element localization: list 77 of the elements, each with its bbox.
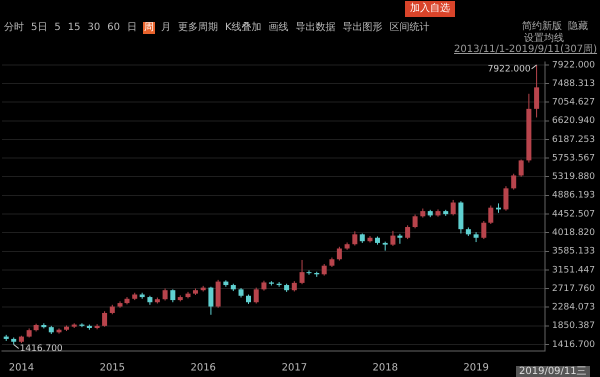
candlestick [147, 295, 152, 306]
text: 5 [53, 22, 62, 34]
candlestick [534, 64, 540, 118]
text: 分时 [3, 22, 25, 34]
candlestick [238, 288, 244, 298]
candlestick [488, 205, 494, 225]
text: 导出图形 [342, 22, 384, 34]
text: 更多周期 [176, 22, 219, 34]
text: 15 [66, 22, 82, 34]
x-tick-label: 2014 [8, 362, 34, 374]
candlestick [246, 294, 252, 304]
candlestick [300, 259, 305, 285]
y-tick-label: 7054.627 [552, 98, 596, 108]
y-tick-label: 1416.700 [552, 340, 596, 350]
candlestick [26, 328, 32, 338]
candlestick [511, 173, 516, 190]
candlestick [518, 159, 524, 178]
candlestick [254, 287, 259, 304]
annotation: 7922.000 [488, 64, 531, 74]
y-tick-label: 2717.760 [552, 284, 596, 294]
text: 2013/11/1-2019/9/11(307周) [454, 44, 598, 56]
text: 简约新版 [522, 21, 562, 32]
text: 周 [142, 22, 155, 34]
x-tick-label: 2016 [190, 362, 216, 374]
annotation: 1416.700 [20, 344, 63, 354]
x-tick-label: 2019 [463, 362, 489, 374]
x-tick-label: 2018 [372, 362, 398, 374]
candlestick [450, 199, 456, 216]
text: 加入自选 [405, 1, 455, 17]
text: 导出数据 [294, 22, 337, 34]
candlestick [322, 263, 327, 276]
candlestick [208, 286, 214, 316]
candlestick [420, 208, 426, 218]
y-tick-label: 4018.820 [552, 228, 596, 238]
candlestick [110, 304, 115, 315]
text: 区间统计 [388, 22, 431, 34]
text: 日 [126, 22, 138, 34]
y-tick-label: 5753.567 [552, 153, 596, 164]
candlestick [170, 288, 176, 303]
candlestick [405, 224, 410, 240]
candlestick [336, 246, 342, 262]
candlestick [102, 310, 108, 328]
candlestick [390, 230, 396, 246]
candlestick [474, 232, 479, 243]
candlestick [481, 220, 486, 240]
x-tick-label: 2017 [282, 362, 308, 374]
candlestick [412, 214, 418, 229]
text: 画线 [268, 22, 290, 34]
y-tick-label: 6187.253 [552, 134, 596, 145]
text: 30 [86, 22, 102, 34]
candlestick [397, 233, 402, 244]
y-tick-label: 5319.880 [552, 172, 596, 182]
y-tick-label: 4452.507 [552, 209, 596, 220]
y-tick-label: 2284.073 [552, 302, 596, 313]
candlestick [162, 288, 168, 302]
candlestick [503, 186, 508, 212]
candlestick [261, 280, 266, 292]
candlestick [352, 230, 358, 246]
y-tick-label: 7488.313 [552, 78, 596, 89]
text: 5日 [30, 22, 48, 34]
text: 设置均线 [524, 33, 564, 44]
text: 2019/09/11三 [516, 366, 590, 377]
x-tick-label: 2015 [100, 362, 126, 374]
candlestick [329, 257, 334, 268]
text: 60 [106, 22, 121, 34]
y-tick-label: 7922.000 [552, 60, 596, 70]
candlestick [292, 280, 297, 292]
y-tick-label: 4886.193 [552, 190, 596, 201]
candlestick [360, 232, 365, 244]
y-tick-label: 1850.387 [552, 321, 596, 332]
candlestick [496, 202, 501, 214]
y-tick-label: 3151.447 [552, 265, 596, 276]
y-tick-label: 3585.133 [552, 246, 596, 257]
text: 月 [160, 22, 172, 34]
text: K线叠加 [224, 22, 263, 34]
text: 隐藏 [568, 21, 588, 33]
y-tick-label: 6620.940 [552, 116, 596, 126]
